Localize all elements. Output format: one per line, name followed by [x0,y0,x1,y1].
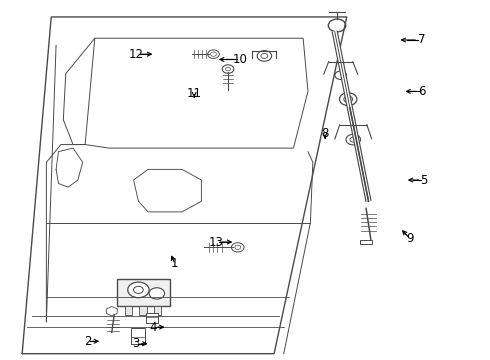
Bar [139,306,147,315]
Bar [360,239,372,244]
Circle shape [208,50,220,58]
Text: 13: 13 [209,235,223,248]
Circle shape [149,288,165,299]
Circle shape [222,65,234,73]
Text: 12: 12 [128,48,144,61]
Circle shape [128,282,149,298]
Bar [125,306,132,315]
Text: 8: 8 [321,127,329,140]
Text: 2: 2 [84,335,91,348]
Bar [131,328,145,344]
Bar [146,312,158,323]
Text: 1: 1 [171,257,178,270]
Text: 10: 10 [233,53,247,66]
Text: 6: 6 [418,85,426,98]
Circle shape [340,93,357,105]
Circle shape [335,71,346,80]
Text: 11: 11 [187,87,201,100]
Bar [117,279,170,306]
Text: 3: 3 [132,337,140,350]
Circle shape [328,19,346,32]
Circle shape [346,134,361,145]
Bar [154,306,161,315]
Text: 9: 9 [406,232,414,245]
Text: 7: 7 [418,33,426,46]
Circle shape [257,51,271,61]
Text: 5: 5 [420,174,428,186]
Text: 4: 4 [149,321,157,334]
Circle shape [231,243,244,252]
